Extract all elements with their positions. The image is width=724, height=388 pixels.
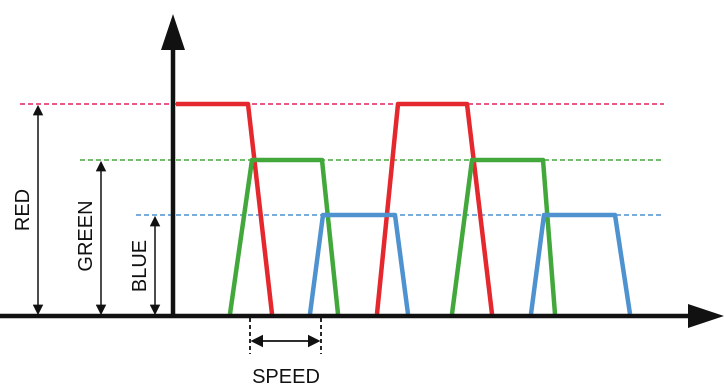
blue-pulse xyxy=(528,212,633,315)
green-pulses xyxy=(227,157,558,315)
red-label: RED xyxy=(12,189,34,231)
green-label: GREEN xyxy=(75,200,97,271)
green-pulse xyxy=(449,157,558,315)
red-pulse xyxy=(374,101,495,315)
green-pulse xyxy=(227,157,341,315)
blue-pulses xyxy=(307,212,633,315)
blue-label: BLUE xyxy=(129,240,151,292)
red-pulses xyxy=(176,101,495,315)
y-axis-arrowhead xyxy=(161,14,185,50)
blue-pulse xyxy=(307,212,411,315)
red-pulse xyxy=(176,101,275,315)
speed-marker: SPEED xyxy=(249,318,322,388)
x-axis-arrowhead xyxy=(688,304,724,328)
speed-label: SPEED xyxy=(252,366,320,388)
axes xyxy=(0,14,724,328)
